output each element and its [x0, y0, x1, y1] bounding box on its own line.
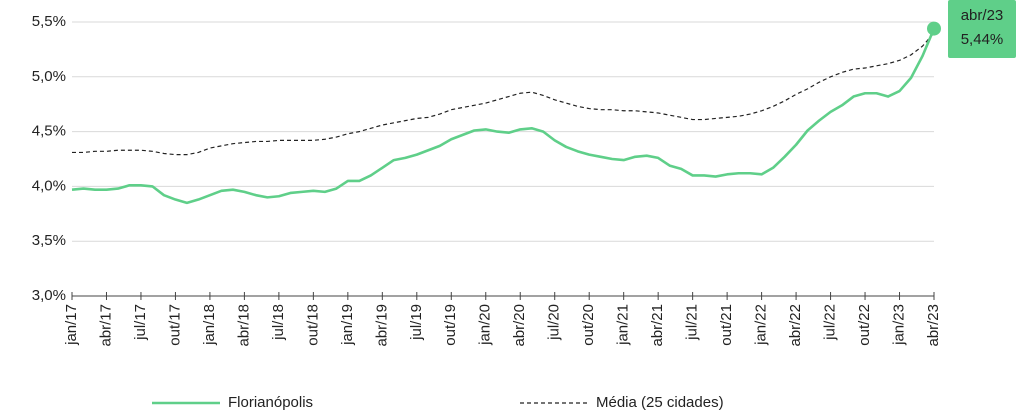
x-tick-label: jul/18	[270, 304, 287, 341]
x-tick-label: abr/19	[373, 304, 390, 347]
y-tick-label: 4,0%	[32, 177, 66, 194]
x-tick-label: abr/17	[97, 304, 114, 347]
series-line	[72, 32, 935, 156]
x-tick-label: out/21	[718, 304, 735, 346]
x-tick-label: abr/18	[235, 304, 252, 347]
legend-label: Florianópolis	[228, 394, 313, 411]
y-tick-label: 5,5%	[32, 13, 66, 30]
x-tick-label: abr/20	[511, 304, 528, 347]
y-tick-label: 3,5%	[32, 232, 66, 249]
x-tick-label: out/17	[166, 304, 183, 346]
x-tick-label: abr/22	[787, 304, 804, 347]
legend-item: Média (25 cidades)	[520, 394, 724, 411]
legend-item: Florianópolis	[152, 394, 313, 411]
x-tick-label: jan/20	[477, 304, 494, 346]
x-tick-label: jan/17	[63, 304, 80, 346]
x-tick-label: abr/21	[649, 304, 666, 347]
x-tick-label: jul/17	[132, 304, 149, 341]
x-tick-label: out/18	[304, 304, 321, 346]
annotation-value: 5,44%	[961, 31, 1004, 48]
x-tick-label: jul/21	[684, 304, 701, 341]
x-tick-label: jul/20	[546, 304, 563, 341]
point-marker	[927, 21, 941, 36]
annotation-box	[948, 0, 1016, 58]
y-tick-label: 5,0%	[32, 68, 66, 85]
x-tick-label: jul/19	[408, 304, 425, 341]
x-tick-label: out/20	[580, 304, 597, 346]
x-tick-label: jul/22	[822, 304, 839, 341]
x-tick-label: out/19	[442, 304, 459, 346]
x-tick-label: jan/19	[339, 304, 356, 346]
y-tick-label: 3,0%	[32, 287, 66, 304]
x-tick-label: abr/23	[925, 304, 942, 347]
x-tick-label: jan/22	[753, 304, 770, 346]
legend-label: Média (25 cidades)	[596, 394, 724, 411]
x-tick-label: jan/18	[201, 304, 218, 346]
x-tick-label: jan/23	[890, 304, 907, 346]
x-tick-label: out/22	[856, 304, 873, 346]
annotation-category: abr/23	[961, 7, 1004, 24]
y-tick-label: 4,5%	[32, 123, 66, 140]
series-line	[71, 28, 936, 205]
x-tick-label: jan/21	[615, 304, 632, 346]
